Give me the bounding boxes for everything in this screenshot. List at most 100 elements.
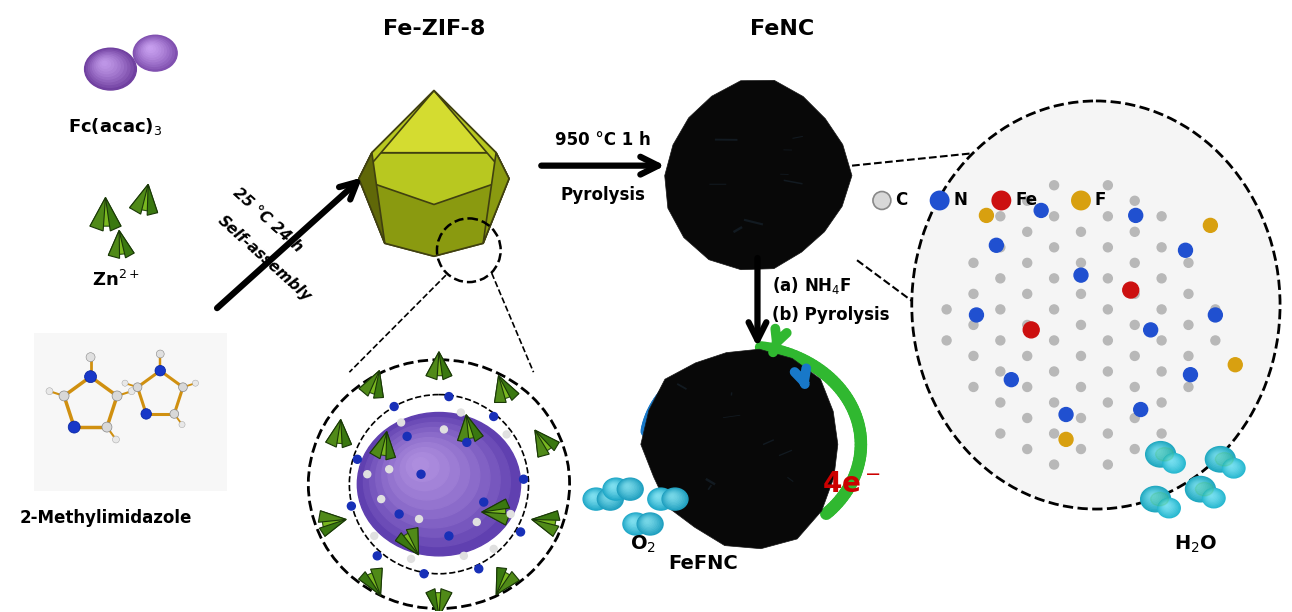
Ellipse shape — [146, 45, 155, 53]
Ellipse shape — [598, 489, 621, 509]
Polygon shape — [359, 153, 509, 256]
Polygon shape — [359, 371, 380, 396]
Polygon shape — [326, 420, 341, 447]
Text: O$_2$: O$_2$ — [630, 534, 656, 555]
Ellipse shape — [640, 515, 658, 531]
Circle shape — [128, 388, 136, 395]
Polygon shape — [129, 184, 149, 214]
Ellipse shape — [1154, 448, 1163, 455]
Polygon shape — [482, 512, 509, 525]
Ellipse shape — [629, 518, 640, 526]
Ellipse shape — [646, 520, 649, 522]
Ellipse shape — [601, 491, 616, 504]
Text: 950 °C 1 h: 950 °C 1 h — [556, 131, 651, 149]
Polygon shape — [457, 415, 469, 442]
Polygon shape — [359, 568, 382, 595]
Circle shape — [1178, 244, 1193, 257]
Ellipse shape — [605, 493, 612, 500]
Circle shape — [1158, 243, 1167, 252]
Circle shape — [1158, 212, 1167, 221]
Ellipse shape — [601, 490, 619, 506]
Ellipse shape — [605, 494, 610, 499]
Polygon shape — [90, 198, 121, 226]
Circle shape — [416, 515, 422, 523]
Circle shape — [87, 353, 96, 362]
Ellipse shape — [149, 47, 152, 50]
Circle shape — [1158, 398, 1167, 407]
Ellipse shape — [370, 422, 500, 537]
Polygon shape — [426, 352, 452, 376]
Circle shape — [969, 289, 978, 299]
Circle shape — [1103, 181, 1112, 190]
Circle shape — [1103, 367, 1112, 376]
Circle shape — [979, 209, 994, 222]
Circle shape — [1076, 351, 1085, 360]
Ellipse shape — [90, 53, 127, 82]
Polygon shape — [439, 352, 452, 379]
Circle shape — [1049, 181, 1058, 190]
Ellipse shape — [401, 447, 450, 491]
Circle shape — [1130, 321, 1140, 329]
Polygon shape — [371, 568, 382, 595]
Circle shape — [1049, 212, 1058, 221]
Circle shape — [390, 403, 398, 411]
Circle shape — [193, 380, 199, 386]
Polygon shape — [426, 592, 452, 612]
Ellipse shape — [1205, 491, 1220, 503]
Ellipse shape — [629, 518, 637, 525]
Ellipse shape — [645, 519, 650, 523]
Text: Self-assembly: Self-assembly — [214, 212, 314, 304]
Circle shape — [420, 570, 428, 578]
Circle shape — [1183, 351, 1193, 360]
Circle shape — [377, 496, 385, 502]
Polygon shape — [90, 198, 106, 231]
Ellipse shape — [1165, 504, 1168, 506]
Ellipse shape — [1146, 442, 1176, 467]
Ellipse shape — [585, 490, 606, 507]
Polygon shape — [641, 349, 837, 549]
Circle shape — [503, 431, 510, 438]
Circle shape — [969, 321, 978, 329]
Ellipse shape — [382, 433, 479, 518]
Circle shape — [969, 308, 983, 322]
Ellipse shape — [1147, 492, 1159, 502]
Ellipse shape — [605, 480, 625, 498]
Ellipse shape — [652, 492, 665, 503]
Circle shape — [1103, 305, 1112, 314]
Ellipse shape — [667, 492, 680, 503]
Polygon shape — [426, 589, 439, 612]
Ellipse shape — [1227, 462, 1238, 472]
Circle shape — [364, 471, 371, 478]
Ellipse shape — [96, 57, 118, 73]
Ellipse shape — [1168, 458, 1177, 465]
Circle shape — [1059, 433, 1074, 446]
Ellipse shape — [1164, 455, 1182, 471]
Ellipse shape — [628, 517, 641, 528]
Ellipse shape — [87, 50, 133, 88]
Circle shape — [1158, 367, 1167, 376]
Ellipse shape — [638, 513, 662, 534]
Ellipse shape — [1163, 453, 1185, 473]
Circle shape — [398, 419, 404, 426]
Polygon shape — [318, 511, 346, 522]
Ellipse shape — [1151, 494, 1154, 497]
Ellipse shape — [145, 44, 158, 55]
Ellipse shape — [602, 492, 615, 503]
Ellipse shape — [1222, 458, 1245, 478]
Circle shape — [1183, 368, 1198, 382]
Ellipse shape — [1230, 465, 1233, 466]
Ellipse shape — [1203, 488, 1225, 508]
Ellipse shape — [143, 43, 160, 57]
Ellipse shape — [1189, 479, 1209, 497]
Text: F: F — [1094, 192, 1106, 209]
Ellipse shape — [1149, 493, 1158, 500]
Ellipse shape — [1155, 449, 1160, 454]
Polygon shape — [407, 528, 419, 555]
Ellipse shape — [1162, 501, 1174, 513]
Ellipse shape — [625, 484, 630, 489]
Ellipse shape — [623, 482, 636, 493]
Polygon shape — [320, 511, 346, 536]
Ellipse shape — [668, 493, 678, 501]
Ellipse shape — [138, 39, 169, 64]
Polygon shape — [496, 572, 519, 595]
